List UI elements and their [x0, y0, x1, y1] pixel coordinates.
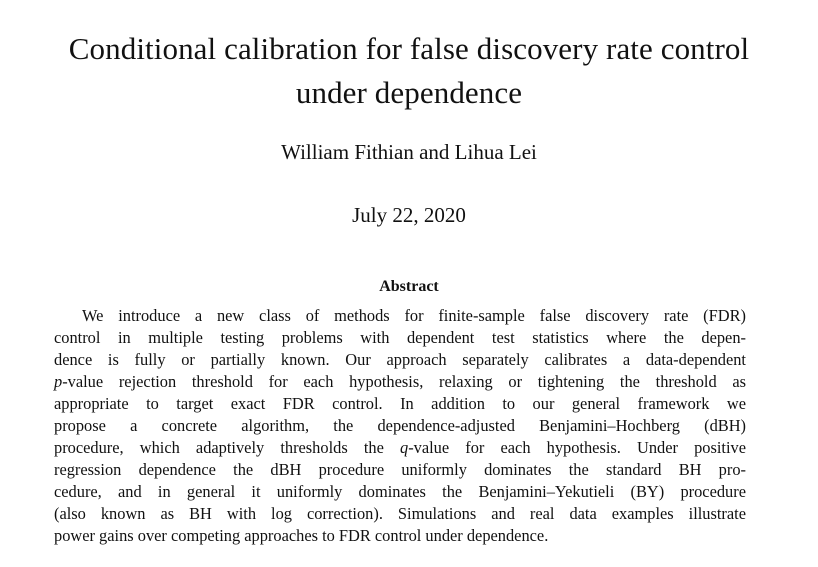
abstract-line: propose a concrete algorithm, the depend…	[54, 416, 746, 435]
abstract-line: regression dependence the dBH procedure …	[54, 460, 746, 479]
paper-authors: William Fithian and Lihua Lei	[281, 140, 537, 164]
abstract-line: appropriate to target exact FDR control.…	[54, 394, 746, 413]
abstract-line: power gains over competing approaches to…	[54, 526, 549, 545]
abstract-line: (also known as BH with log correction). …	[54, 504, 746, 523]
abstract-line: p-value rejection threshold for each hyp…	[54, 372, 746, 391]
paper-title-line-2: under dependence	[295, 75, 523, 110]
abstract-line: We introduce a new class of methods for …	[82, 306, 746, 325]
abstract-line: cedure, and in general it uniformly domi…	[54, 482, 746, 501]
paper-title-line-1: Conditional calibration for false discov…	[68, 31, 750, 66]
abstract-line: procedure, which adaptively thresholds t…	[54, 438, 746, 457]
abstract-line: control in multiple testing problems wit…	[54, 328, 746, 347]
abstract-heading: Abstract	[379, 278, 439, 295]
abstract-line: dence is fully or partially known. Our a…	[54, 350, 746, 369]
paper-date: July 22, 2020	[352, 203, 466, 227]
abstract-body: We introduce a new class of methods for …	[54, 305, 746, 547]
